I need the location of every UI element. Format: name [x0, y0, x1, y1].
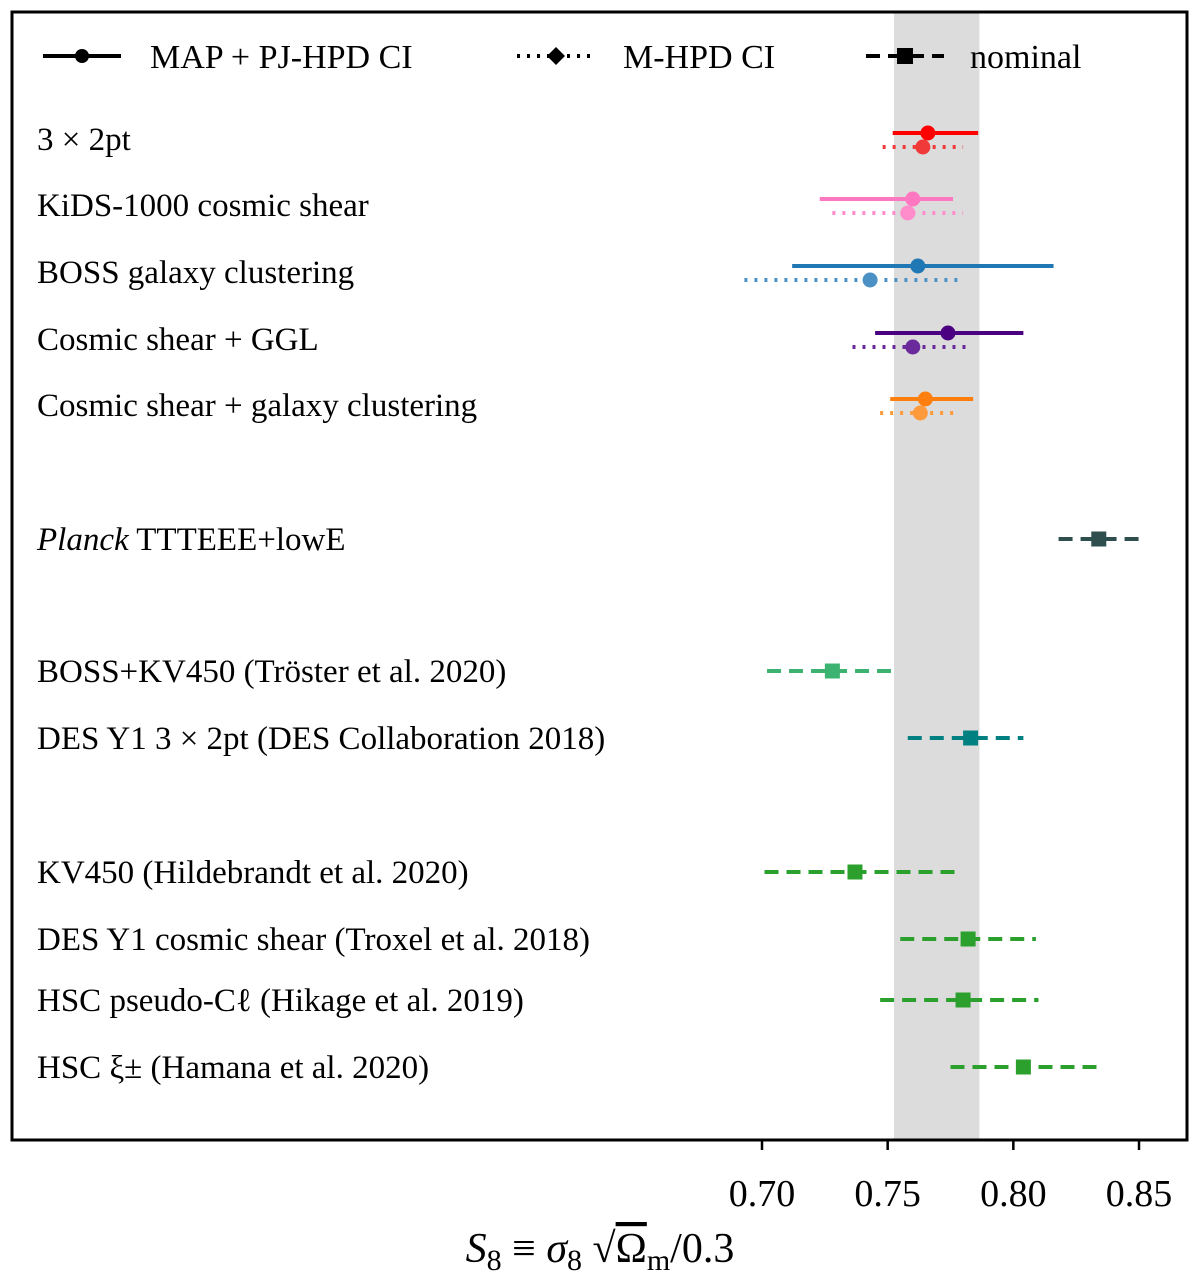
xlabel-sigma-sub: 8 [567, 1244, 582, 1277]
legend-label: M-HPD CI [623, 39, 775, 76]
nominal-point [847, 864, 863, 880]
legend-marker-square [897, 48, 913, 64]
x-tick-label: 0.70 [729, 1173, 796, 1215]
nominal-point [1091, 531, 1107, 547]
xlabel-sqrt: √ [582, 1226, 617, 1272]
row-label: DES Y1 3 × 2pt (DES Collaboration 2018) [37, 721, 605, 757]
legend-label: MAP + PJ-HPD CI [150, 39, 413, 76]
row-label: BOSS+KV450 (Tröster et al. 2020) [37, 654, 506, 690]
row: Cosmic shear + galaxy clustering [37, 388, 974, 424]
map-point [905, 191, 921, 207]
plot-frame [10, 10, 1189, 1142]
mhpd-point [900, 205, 916, 221]
legend: MAP + PJ-HPD CI M-HPD CI nominal [43, 39, 1081, 76]
nominal-point [963, 730, 979, 746]
row-label: HSC ξ± (Hamana et al. 2020) [37, 1050, 429, 1086]
row-label: Cosmic shear + GGL [37, 322, 319, 358]
map-point [910, 258, 926, 274]
row: DES Y1 cosmic shear (Troxel et al. 2018) [37, 922, 1036, 958]
xlabel-eq: ≡ [502, 1226, 547, 1272]
row: DES Y1 3 × 2pt (DES Collaboration 2018) [37, 721, 1024, 757]
nominal-point [955, 992, 971, 1008]
xlabel-s: S [466, 1226, 487, 1272]
legend-marker-circle [75, 49, 89, 63]
mhpd-point [912, 405, 928, 421]
nominal-point [1015, 1059, 1031, 1075]
mhpd-point [862, 272, 878, 288]
mhpd-point [915, 139, 931, 155]
map-point [917, 391, 933, 407]
row: HSC ξ± (Hamana et al. 2020) [37, 1050, 1104, 1086]
legend-marker-diamond [547, 47, 565, 65]
row: HSC pseudo-Cℓ (Hikage et al. 2019) [37, 983, 1039, 1019]
row: Cosmic shear + GGL [37, 322, 1024, 358]
row-label: Planck TTTEEE+lowE [36, 522, 346, 558]
reference-band [893, 12, 980, 1140]
map-point [940, 325, 956, 341]
row-label: KiDS-1000 cosmic shear [37, 188, 369, 224]
row-label: 3 × 2pt [37, 122, 131, 158]
xlabel-s-sub: 8 [487, 1244, 502, 1277]
row-label: KV450 (Hildebrandt et al. 2020) [37, 855, 469, 891]
x-axis-label: S8 ≡ σ8 √Ωm/0.3 [466, 1226, 735, 1277]
row-label-rest: TTTEEE+lowE [129, 522, 346, 558]
x-tick-label: 0.80 [980, 1173, 1047, 1215]
xlabel-sigma: σ [546, 1226, 569, 1272]
row-label: BOSS galaxy clustering [37, 255, 354, 291]
row-label: HSC pseudo-Cℓ (Hikage et al. 2019) [37, 983, 524, 1019]
row: BOSS galaxy clustering [37, 255, 1054, 291]
row: BOSS+KV450 (Tröster et al. 2020) [37, 654, 898, 690]
row-label-italic: Planck [36, 522, 130, 558]
nominal-point [960, 931, 976, 947]
mhpd-point [905, 339, 921, 355]
xlabel-tail: /0.3 [670, 1226, 734, 1272]
row: Planck TTTEEE+lowE [36, 522, 1139, 558]
nominal-point [824, 663, 840, 679]
legend-label: nominal [970, 39, 1081, 76]
row-label: DES Y1 cosmic shear (Troxel et al. 2018) [37, 922, 590, 958]
x-tick-label: 0.85 [1106, 1173, 1173, 1215]
row: 3 × 2pt [37, 122, 979, 158]
map-point [920, 125, 936, 141]
row: KV450 (Hildebrandt et al. 2020) [37, 855, 956, 891]
row-label: Cosmic shear + galaxy clustering [37, 388, 477, 424]
x-tick-label: 0.75 [854, 1173, 921, 1215]
xlabel-omega: Ω [616, 1226, 647, 1272]
row: KiDS-1000 cosmic shear [37, 188, 964, 224]
x-axis: 0.70 0.75 0.80 0.85 [729, 1140, 1173, 1215]
rows: 3 × 2pt KiDS-1000 cosmic shear BOSS galaxy… [36, 122, 1139, 1086]
xlabel-omega-sub: m [647, 1244, 670, 1277]
